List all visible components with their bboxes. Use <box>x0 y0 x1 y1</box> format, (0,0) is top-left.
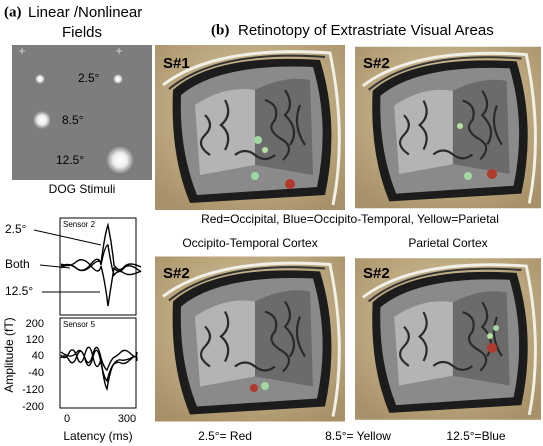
annotation: Both <box>5 257 30 271</box>
row-title: Parietal Cortex <box>408 236 487 250</box>
y-tick-label: 200 <box>26 318 44 330</box>
key: 12.5°=Blue <box>446 429 506 443</box>
x-tick-label: 300 <box>118 413 136 425</box>
y-tick-label: 120 <box>26 334 44 346</box>
key: 8.5°= Yellow <box>325 429 391 443</box>
sensor-title: Sensor 2 <box>63 220 96 229</box>
panel-title: Linear /Nonlinear <box>28 4 142 21</box>
dog-stimulus <box>106 146 134 174</box>
y-tick-label: -40 <box>28 367 44 379</box>
dog-stimulus <box>113 74 123 84</box>
dog-stimulus <box>33 111 51 129</box>
waveforms <box>60 346 138 391</box>
subject-label: S#2 <box>363 55 390 72</box>
stimulus-label: 12.5° <box>56 153 84 167</box>
annotation-arrows <box>33 229 102 293</box>
caption: DOG Stimuli <box>49 182 116 196</box>
y-tick-label: -120 <box>22 384 44 396</box>
stimulus-label: 8.5° <box>62 113 84 127</box>
annotation: 2.5° <box>5 222 27 236</box>
panel-label: (a) <box>4 4 22 20</box>
dog-stimulus <box>35 74 45 84</box>
subject-label: S#2 <box>363 265 390 282</box>
brain-image <box>355 256 541 422</box>
activation-dots <box>250 123 499 392</box>
legend: Red=Occipital, Blue=Occipito-Temporal, Y… <box>201 212 499 226</box>
key: 2.5°= Red <box>198 429 252 443</box>
subject-label: S#2 <box>163 265 190 282</box>
panel-title: Fields <box>62 24 102 41</box>
y-axis-label: Amplitude (fT) <box>2 317 16 392</box>
waveforms <box>60 222 142 307</box>
x-tick-label: 0 <box>64 413 70 425</box>
x-axis-label: Latency (ms) <box>63 429 132 443</box>
sensor-title: Sensor 5 <box>63 320 96 329</box>
row-title: Occipito-Temporal Cortex <box>182 236 317 250</box>
y-tick-label: -200 <box>22 401 44 413</box>
annotation: 12.5° <box>5 284 33 298</box>
panel-title: Retinotopy of Extrastriate Visual Areas <box>238 22 494 39</box>
stimulus-label: 2.5° <box>78 71 100 85</box>
panel-label: (b) <box>211 22 229 38</box>
fixation-crosses <box>19 48 122 54</box>
y-tick-label: 40 <box>32 350 44 362</box>
subject-label: S#1 <box>163 55 190 72</box>
